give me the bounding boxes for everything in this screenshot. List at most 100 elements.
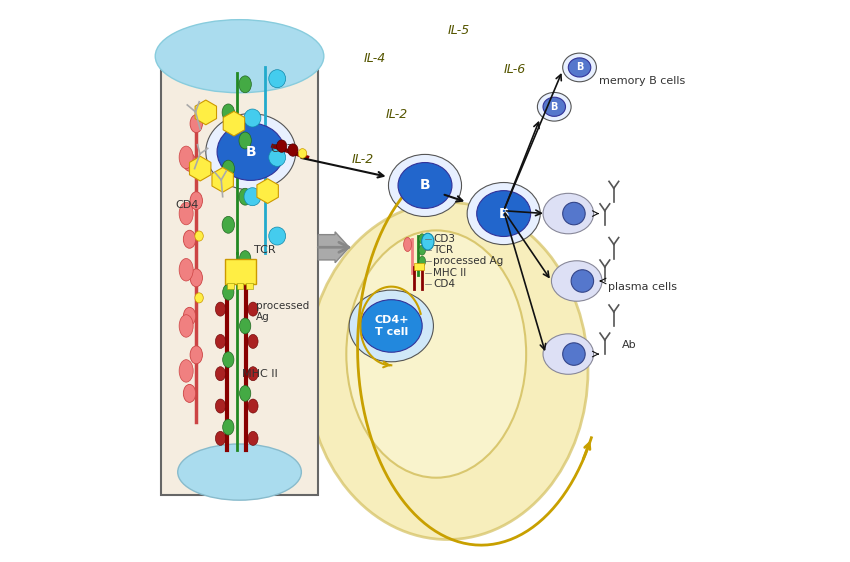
Ellipse shape — [223, 352, 234, 368]
Ellipse shape — [190, 269, 202, 287]
Text: memory B cells: memory B cells — [599, 76, 685, 87]
Ellipse shape — [248, 399, 258, 413]
Ellipse shape — [552, 261, 602, 301]
Text: IL-4: IL-4 — [363, 52, 385, 65]
Ellipse shape — [349, 290, 434, 362]
Ellipse shape — [269, 148, 286, 166]
Text: IL-5: IL-5 — [447, 24, 470, 37]
Ellipse shape — [222, 160, 235, 177]
Ellipse shape — [288, 144, 298, 156]
Ellipse shape — [404, 238, 411, 252]
Text: IL-2: IL-2 — [386, 108, 408, 121]
Text: plasma cells: plasma cells — [608, 282, 677, 292]
Ellipse shape — [269, 227, 286, 245]
Text: IL-6: IL-6 — [504, 63, 526, 76]
Ellipse shape — [239, 76, 252, 93]
Text: IL-2: IL-2 — [352, 153, 374, 166]
Ellipse shape — [563, 202, 585, 225]
Ellipse shape — [398, 162, 452, 209]
Ellipse shape — [223, 284, 234, 300]
Ellipse shape — [543, 97, 565, 116]
Ellipse shape — [468, 183, 541, 244]
Ellipse shape — [190, 346, 202, 364]
Text: B: B — [575, 62, 583, 72]
Ellipse shape — [244, 109, 261, 127]
Ellipse shape — [276, 140, 286, 152]
Bar — [225, 259, 257, 284]
Ellipse shape — [248, 432, 258, 445]
Ellipse shape — [543, 193, 593, 234]
Ellipse shape — [179, 202, 193, 225]
Ellipse shape — [215, 432, 225, 445]
Text: Ab: Ab — [621, 341, 637, 351]
Ellipse shape — [346, 230, 526, 478]
Ellipse shape — [244, 188, 261, 206]
Text: CD3: CD3 — [434, 234, 456, 244]
Text: MHC II: MHC II — [434, 268, 467, 278]
Ellipse shape — [206, 114, 296, 190]
Ellipse shape — [179, 360, 193, 382]
Ellipse shape — [156, 20, 324, 93]
Ellipse shape — [419, 256, 426, 266]
FancyArrow shape — [318, 232, 349, 262]
Ellipse shape — [240, 386, 251, 401]
Ellipse shape — [419, 245, 426, 255]
Ellipse shape — [184, 307, 196, 325]
Text: processed
Ag: processed Ag — [257, 301, 309, 322]
Ellipse shape — [298, 149, 307, 158]
Ellipse shape — [360, 300, 422, 352]
Text: processed Ag: processed Ag — [434, 256, 504, 266]
Ellipse shape — [248, 366, 258, 381]
Text: CD4+
T cell: CD4+ T cell — [374, 315, 409, 337]
Ellipse shape — [563, 53, 597, 82]
Bar — [237, 283, 243, 289]
Ellipse shape — [215, 366, 225, 381]
Ellipse shape — [240, 318, 251, 334]
Ellipse shape — [239, 188, 252, 205]
Ellipse shape — [190, 192, 202, 210]
Ellipse shape — [217, 123, 285, 180]
Text: CD4: CD4 — [434, 279, 456, 289]
Bar — [227, 283, 234, 289]
Bar — [161, 56, 318, 495]
Text: B: B — [246, 145, 256, 158]
Ellipse shape — [223, 419, 234, 435]
Ellipse shape — [215, 399, 225, 413]
Bar — [246, 283, 253, 289]
Ellipse shape — [195, 231, 203, 241]
Ellipse shape — [222, 104, 235, 121]
Text: B: B — [420, 179, 430, 192]
Ellipse shape — [422, 233, 434, 250]
Ellipse shape — [179, 315, 193, 337]
Ellipse shape — [571, 270, 593, 292]
Ellipse shape — [307, 202, 588, 540]
Text: TCR: TCR — [253, 245, 275, 255]
Ellipse shape — [477, 191, 530, 237]
Ellipse shape — [179, 259, 193, 281]
Ellipse shape — [248, 334, 258, 348]
Ellipse shape — [248, 302, 258, 316]
Ellipse shape — [179, 146, 193, 169]
Ellipse shape — [563, 343, 585, 365]
Text: B: B — [498, 207, 509, 220]
Ellipse shape — [178, 444, 302, 500]
Ellipse shape — [190, 115, 202, 133]
Ellipse shape — [388, 155, 462, 216]
Ellipse shape — [537, 92, 571, 121]
Text: TCR: TCR — [434, 245, 454, 255]
Text: CD3: CD3 — [270, 144, 294, 154]
Ellipse shape — [240, 251, 251, 266]
Text: B: B — [551, 102, 558, 112]
Ellipse shape — [222, 216, 235, 233]
Ellipse shape — [269, 70, 286, 88]
Ellipse shape — [184, 384, 196, 402]
Ellipse shape — [184, 230, 196, 248]
Bar — [414, 263, 424, 270]
Text: MHC II: MHC II — [242, 369, 278, 379]
Ellipse shape — [184, 153, 196, 171]
Text: CD4: CD4 — [175, 200, 198, 210]
Ellipse shape — [195, 293, 203, 303]
Ellipse shape — [215, 334, 225, 348]
Ellipse shape — [239, 132, 252, 149]
Ellipse shape — [419, 234, 426, 244]
